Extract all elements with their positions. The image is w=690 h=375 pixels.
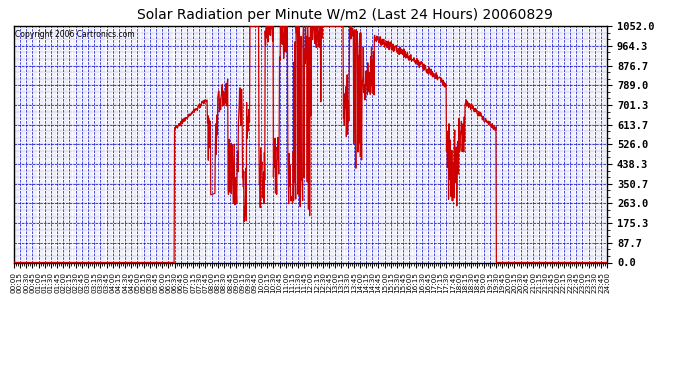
Text: Solar Radiation per Minute W/m2 (Last 24 Hours) 20060829: Solar Radiation per Minute W/m2 (Last 24… [137,8,553,21]
Text: Copyright 2006 Cartronics.com: Copyright 2006 Cartronics.com [15,30,135,39]
